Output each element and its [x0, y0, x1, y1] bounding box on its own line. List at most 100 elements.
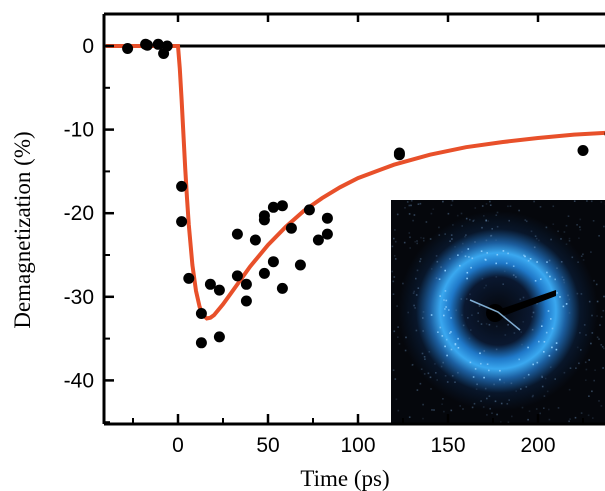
speckle [583, 324, 586, 326]
speckle [413, 304, 415, 307]
speckle [454, 381, 456, 383]
speckle [464, 255, 467, 258]
speckle [460, 212, 463, 215]
speckle [455, 309, 457, 312]
speckle [430, 314, 433, 316]
data-point [161, 40, 173, 52]
speckle [404, 207, 406, 209]
speckle [534, 235, 537, 237]
speckle [524, 219, 527, 221]
data-point [267, 256, 279, 268]
speckle [561, 276, 564, 278]
speckle [580, 412, 583, 414]
speckle [560, 238, 562, 240]
speckle [476, 383, 478, 386]
speckle [596, 336, 599, 339]
speckle [505, 262, 508, 265]
speckle [579, 228, 582, 231]
speckle [441, 335, 444, 337]
data-point [213, 284, 225, 296]
speckle [477, 320, 479, 323]
speckle [438, 226, 440, 229]
speckle [586, 200, 588, 202]
y-tick-label: -20 [64, 202, 94, 225]
speckle [527, 373, 530, 376]
speckle [541, 376, 543, 378]
speckle [465, 298, 468, 300]
speckle [412, 292, 415, 294]
speckle [502, 283, 504, 285]
speckle [547, 310, 550, 312]
data-point [294, 259, 306, 271]
speckle [485, 284, 487, 287]
speckle [524, 255, 526, 258]
speckle [509, 205, 512, 207]
speckle [471, 257, 474, 260]
speckle [465, 217, 468, 220]
speckle [576, 224, 578, 226]
speckle [432, 208, 435, 210]
speckle [523, 377, 526, 379]
speckle [602, 309, 605, 312]
speckle [550, 318, 552, 320]
speckle [496, 413, 498, 416]
speckle [416, 240, 418, 242]
speckle [487, 220, 489, 222]
speckle [397, 409, 400, 412]
speckle [409, 247, 411, 249]
data-point [195, 337, 207, 349]
speckle [527, 418, 529, 421]
speckle [579, 332, 581, 334]
inset-streak [469, 299, 521, 331]
speckle [422, 237, 425, 240]
speckle [549, 366, 552, 368]
speckle [546, 271, 548, 274]
speckle [539, 206, 542, 208]
speckle [406, 201, 409, 203]
speckle [580, 293, 583, 295]
data-point [176, 216, 188, 228]
speckle [422, 330, 424, 332]
speckle [442, 200, 444, 203]
speckle [454, 343, 457, 345]
plot-area [104, 38, 605, 349]
speckle [422, 311, 425, 313]
speckle [444, 308, 446, 310]
speckle [595, 283, 598, 286]
speckle [460, 298, 463, 300]
speckle [462, 242, 464, 245]
speckle [478, 305, 481, 307]
speckle [511, 415, 513, 418]
speckle [416, 242, 418, 245]
speckle [396, 213, 399, 216]
data-point [141, 39, 153, 51]
speckle [488, 369, 490, 372]
data-point [195, 308, 207, 319]
speckle [484, 258, 487, 261]
speckle [474, 368, 477, 370]
speckle [423, 239, 425, 242]
data-point [276, 282, 288, 294]
speckle [447, 212, 450, 215]
speckle [554, 278, 556, 281]
speckle [490, 234, 493, 237]
x-tick-label: 100 [340, 434, 375, 457]
speckle [594, 369, 596, 371]
speckle [466, 277, 468, 280]
speckle [565, 243, 568, 245]
speckle [530, 230, 533, 233]
speckle [507, 205, 509, 208]
speckle [450, 348, 453, 351]
speckle [459, 405, 461, 407]
x-ticks: 0 50 100 150 200 [132, 14, 584, 457]
speckle [546, 390, 549, 393]
speckle [405, 336, 407, 339]
speckle [598, 400, 600, 402]
speckle [473, 219, 475, 222]
speckle [585, 368, 588, 371]
speckle [576, 292, 579, 295]
speckle [430, 388, 432, 390]
speckle [419, 260, 421, 263]
speckle [431, 409, 433, 411]
speckle [520, 388, 522, 390]
